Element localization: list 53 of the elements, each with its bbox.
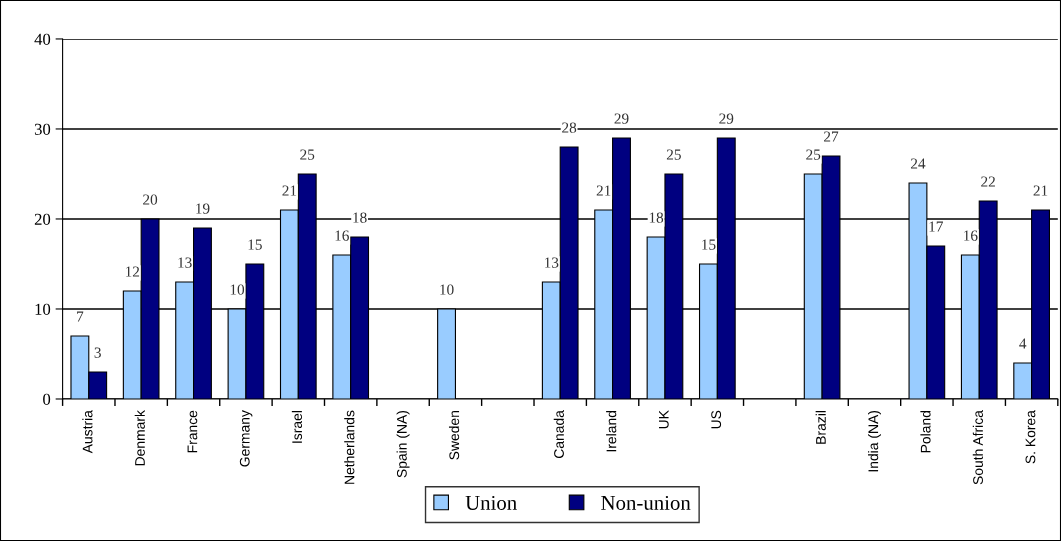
- data-label: 10: [440, 284, 454, 295]
- x-tick-label: US: [711, 410, 722, 429]
- x-tick-label: Canada: [553, 410, 564, 459]
- data-label: 20: [143, 194, 158, 205]
- data-label: 7: [77, 311, 84, 322]
- data-label: 29: [719, 113, 734, 124]
- data-label: 15: [248, 239, 262, 250]
- data-label: 15: [702, 239, 716, 250]
- data-label: 19: [196, 203, 210, 214]
- data-label: 24: [910, 158, 926, 169]
- legend-label: Non-union: [601, 495, 691, 510]
- data-label: 3: [94, 347, 101, 358]
- x-tick-label: Germany: [239, 410, 253, 467]
- data-label: 21: [1033, 185, 1048, 196]
- data-label: 22: [981, 176, 995, 187]
- x-tick-label: France: [187, 410, 198, 453]
- x-tick-label: Ireland: [606, 410, 617, 452]
- y-tick-label: 20: [34, 213, 51, 225]
- data-label: 25: [666, 149, 681, 160]
- x-tick-label: Spain (NA): [396, 410, 410, 478]
- y-tick-label: 40: [34, 33, 51, 45]
- data-label: 21: [596, 185, 611, 196]
- data-label: 18: [353, 212, 367, 223]
- data-label: 28: [562, 122, 577, 133]
- data-label: 27: [824, 131, 839, 142]
- data-label: 13: [545, 257, 559, 268]
- x-tick-label: Netherlands: [344, 410, 355, 484]
- legend-label: Union: [465, 495, 517, 510]
- y-tick-label: 0: [43, 393, 51, 405]
- x-tick-label: Sweden: [448, 411, 460, 460]
- data-label: 17: [929, 221, 943, 232]
- data-label: 16: [964, 230, 978, 241]
- x-tick-label: South Africa: [972, 410, 983, 485]
- y-tick-label: 30: [34, 123, 51, 135]
- data-label: 25: [806, 149, 821, 160]
- x-tick-label: Denmark: [134, 410, 145, 466]
- data-label: 21: [282, 185, 297, 196]
- x-tick-label: UK: [659, 410, 669, 429]
- data-label: 25: [300, 149, 315, 160]
- data-label: 13: [178, 257, 192, 268]
- x-tick-label: Brazil: [815, 411, 826, 444]
- x-tick-label: Poland: [920, 410, 931, 453]
- y-tick-label: 10: [35, 303, 51, 315]
- data-label: 10: [230, 284, 245, 295]
- x-tick-label: Austria: [82, 410, 93, 454]
- x-tick-label: Israel: [291, 411, 303, 443]
- data-label: 4: [1019, 338, 1027, 349]
- x-tick-label: India (NA): [868, 410, 881, 472]
- data-label: 12: [125, 266, 140, 277]
- data-label: 16: [335, 230, 349, 241]
- data-label: 29: [614, 113, 629, 124]
- data-label: 18: [649, 212, 664, 223]
- x-tick-label: S. Korea: [1025, 410, 1036, 464]
